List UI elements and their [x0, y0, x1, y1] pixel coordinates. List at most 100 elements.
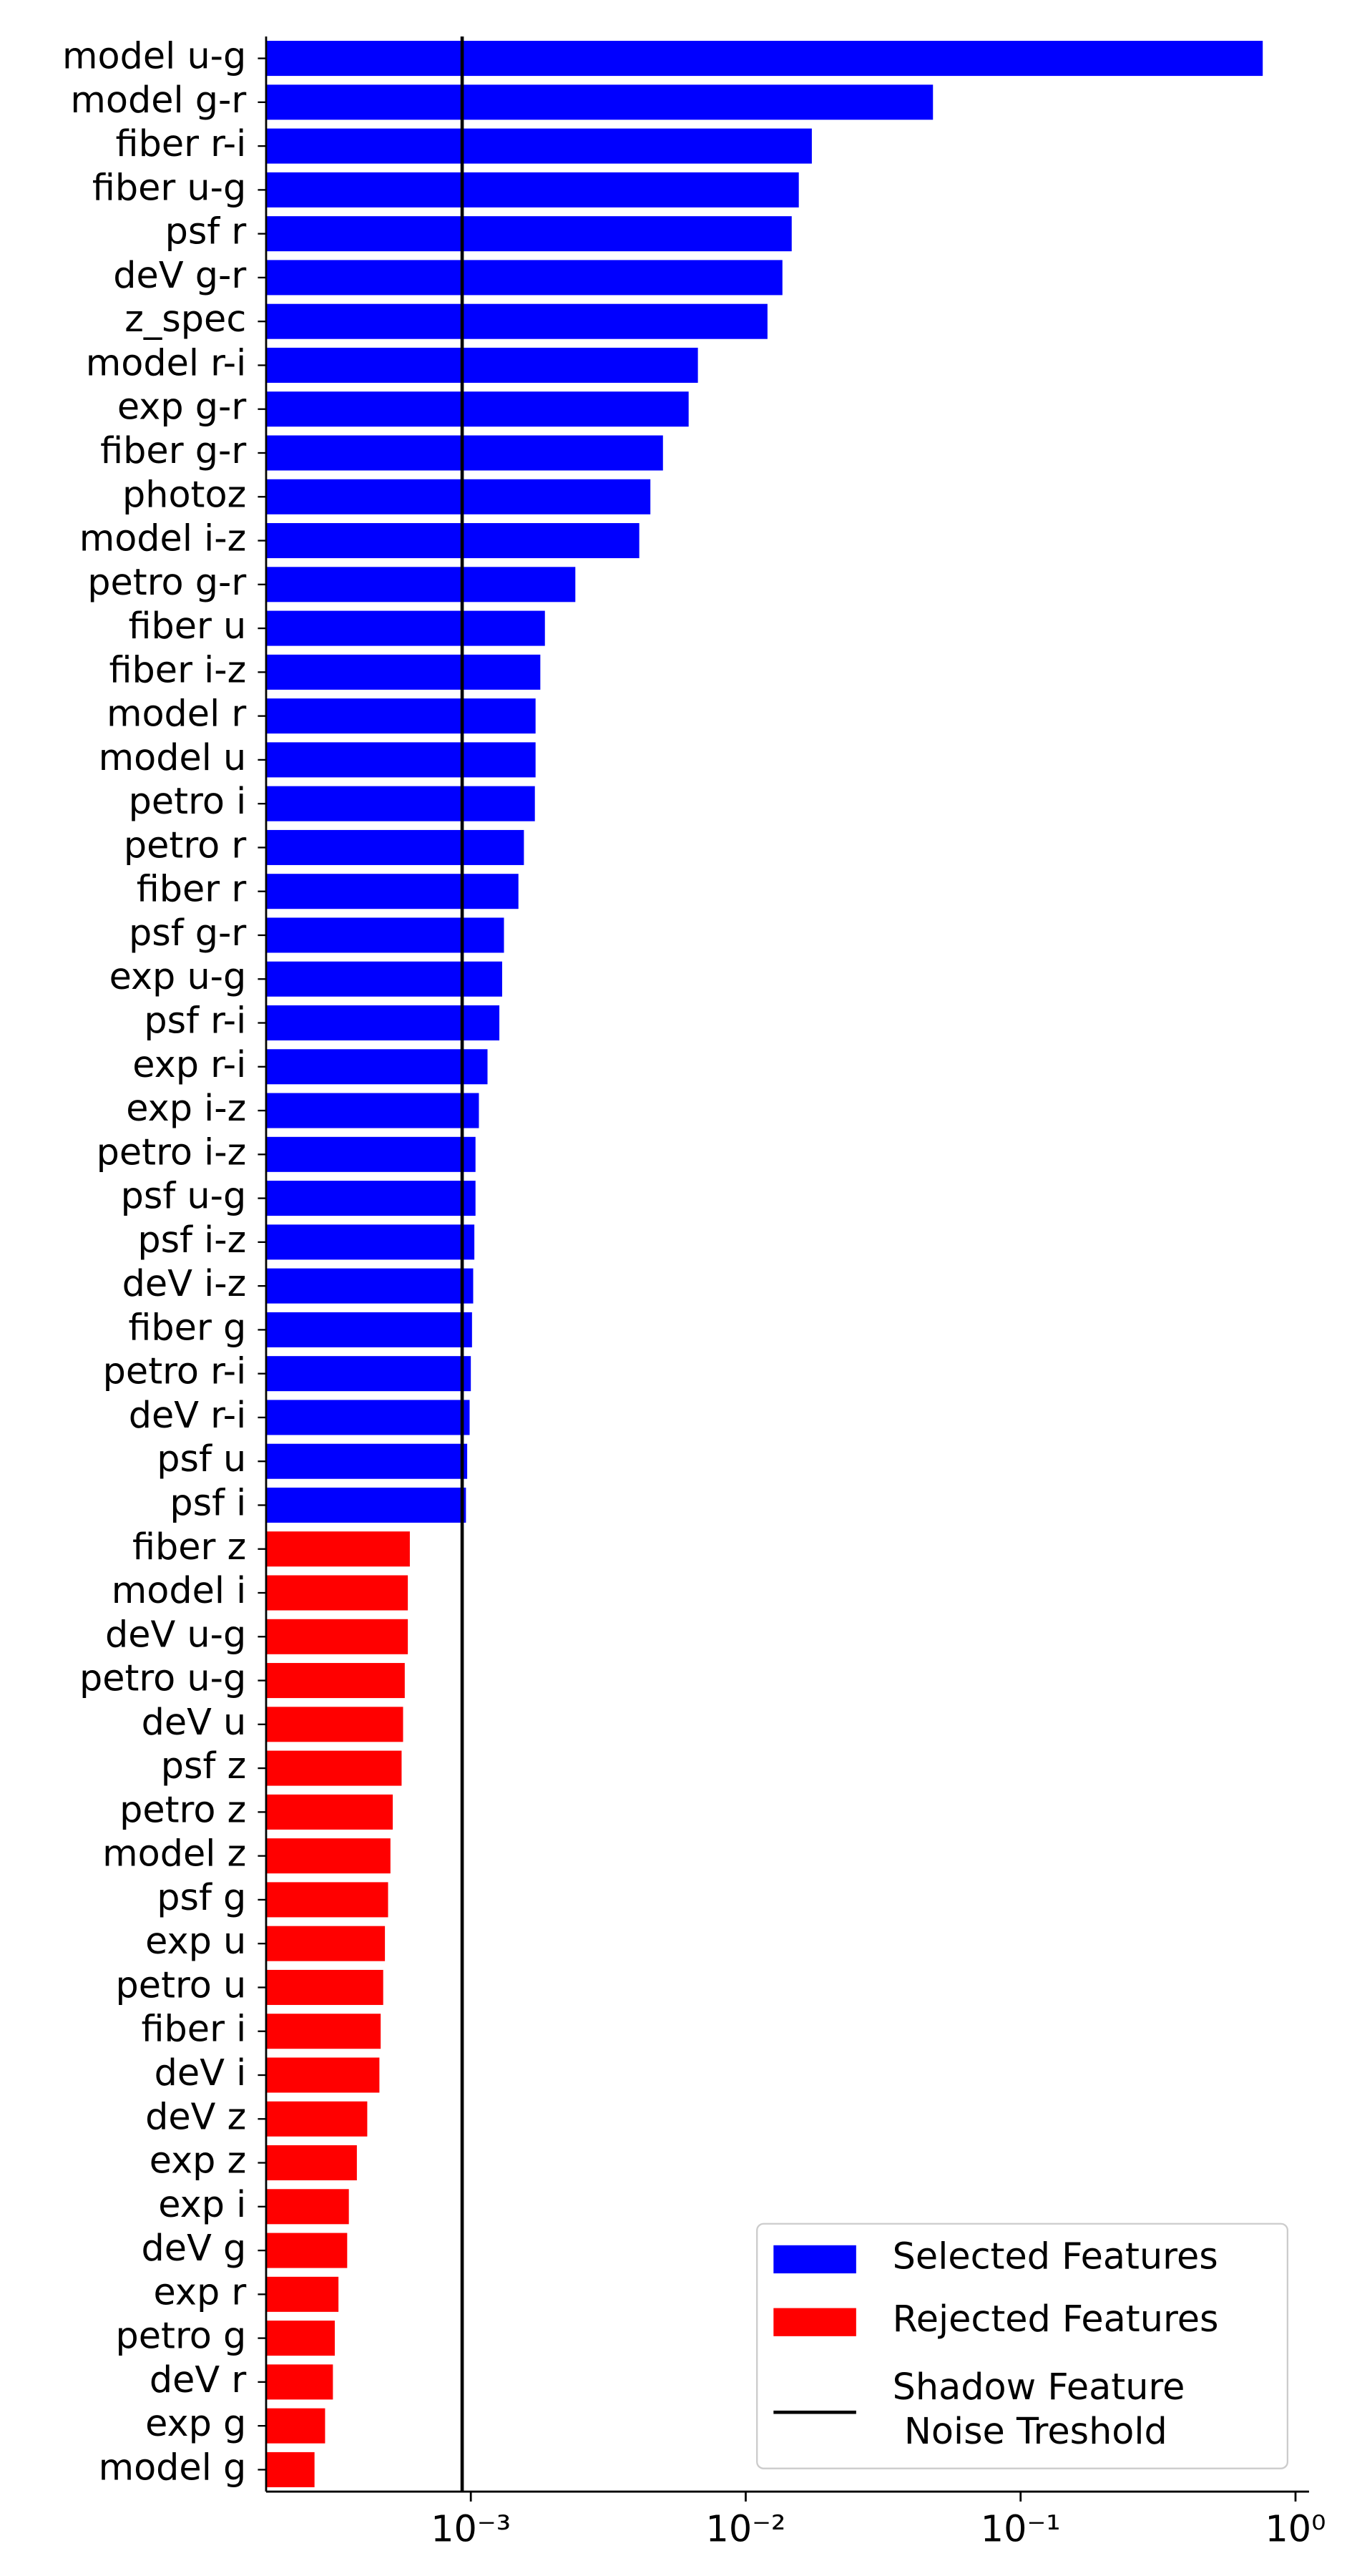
legend-label: Shadow Feature Noise Treshold — [893, 2366, 1185, 2452]
y-tick-label: psf z — [161, 1745, 246, 1787]
bar — [265, 2189, 349, 2225]
y-tick-label: photoz — [122, 473, 246, 515]
bar — [265, 172, 799, 208]
y-tick-label: deV i-z — [122, 1262, 247, 1304]
bar — [265, 2233, 348, 2268]
y-tick-label: model g — [99, 2446, 247, 2488]
bar — [265, 1575, 408, 1611]
y-tick-label: petro g — [116, 2315, 247, 2357]
y-tick-label: psf r-i — [144, 1000, 246, 1042]
bar — [265, 786, 535, 821]
y-tick-label: exp u-g — [109, 955, 247, 997]
legend-label: Selected Features — [893, 2235, 1218, 2277]
y-tick-label: psf i-z — [137, 1219, 246, 1261]
y-tick-label: exp r — [153, 2270, 246, 2313]
bar — [265, 2101, 368, 2137]
x-tick-label: 10⁰ — [1265, 2508, 1326, 2550]
bar — [265, 1531, 410, 1567]
y-tick-label: model r-i — [86, 341, 247, 384]
bar — [265, 829, 524, 865]
bar — [265, 479, 651, 514]
y-tick-label: fiber u-g — [92, 166, 246, 208]
bar — [265, 523, 640, 559]
bar — [265, 1926, 386, 1961]
bar — [265, 874, 519, 909]
y-tick-label: model u-g — [62, 35, 246, 77]
bar — [265, 1093, 479, 1128]
legend-label-line: Shadow Feature — [893, 2366, 1185, 2408]
y-tick-label: fiber z — [132, 1526, 246, 1568]
y-tick-label: deV g-r — [113, 254, 246, 296]
y-tick-label: model i-z — [79, 517, 247, 560]
y-tick-label: model z — [102, 1833, 246, 1875]
bar — [265, 260, 783, 296]
bar — [265, 1400, 470, 1435]
y-tick-label: deV i — [155, 2051, 247, 2094]
bar — [265, 1969, 383, 2005]
bar — [265, 2451, 315, 2487]
y-tick-label: fiber i-z — [109, 648, 247, 691]
bar — [265, 391, 689, 427]
y-tick-label: petro g-r — [87, 561, 246, 603]
legend-label: Rejected Features — [893, 2298, 1219, 2340]
y-tick-label: psf i — [170, 1481, 246, 1523]
bar — [265, 2057, 380, 2093]
bar — [265, 1224, 475, 1260]
bar — [265, 1750, 402, 1786]
bar — [265, 2321, 335, 2356]
y-tick-label: psf g-r — [129, 912, 246, 954]
y-tick-label: exp g — [145, 2402, 246, 2444]
bar — [265, 1487, 466, 1523]
bar — [265, 347, 698, 383]
bar — [265, 84, 934, 120]
bar — [265, 303, 768, 339]
legend-label-line: Noise Treshold — [893, 2410, 1167, 2452]
y-tick-label: fiber r — [137, 868, 247, 910]
bar — [265, 1707, 403, 1742]
y-tick-label: exp u — [145, 1920, 246, 1962]
legend: Selected Features Rejected Features Shadow… — [756, 2223, 1289, 2469]
y-tick-label: petro r-i — [103, 1350, 247, 1392]
y-tick-label: exp r-i — [132, 1043, 246, 1085]
bar — [265, 610, 545, 646]
y-tick-label: petro r — [124, 824, 246, 866]
y-tick-label: deV u-g — [105, 1613, 246, 1655]
y-tick-label: petro u-g — [79, 1657, 246, 1699]
x-tick-label: 10⁻³ — [431, 2508, 511, 2550]
bar — [265, 1838, 391, 1874]
bar — [265, 1181, 476, 1216]
legend-swatch — [773, 2308, 856, 2336]
y-tick-label: psf u-g — [121, 1175, 247, 1217]
bar — [265, 128, 812, 164]
bar — [265, 216, 792, 252]
bar — [265, 698, 536, 734]
y-tick-label: petro z — [119, 1788, 246, 1830]
bar — [265, 917, 504, 953]
bar — [265, 567, 576, 602]
y-tick-label: fiber g-r — [100, 429, 246, 472]
bar — [265, 654, 541, 690]
bar — [265, 742, 536, 778]
bar — [265, 1005, 500, 1041]
bar — [265, 2276, 339, 2312]
y-tick-label: psf r — [165, 210, 247, 253]
y-tick-label: model r — [107, 693, 246, 735]
y-tick-label: fiber i — [142, 2008, 247, 2050]
y-tick-label: exp g-r — [117, 386, 246, 428]
y-tick-label: model g-r — [70, 79, 246, 121]
y-tick-label: deV u — [142, 1701, 247, 1743]
y-tick-label: model i — [112, 1569, 247, 1611]
bar — [265, 2408, 325, 2444]
y-tick-label: deV g — [142, 2227, 247, 2269]
y-tick-label: deV r — [150, 2358, 246, 2401]
legend-swatch — [773, 2245, 856, 2274]
y-tick-label: fiber u — [128, 605, 246, 647]
y-tick-label: fiber r-i — [116, 122, 247, 165]
y-tick-label: petro i-z — [97, 1131, 247, 1173]
bar — [265, 1663, 405, 1699]
bar — [265, 2145, 357, 2181]
y-tick-label: psf g — [157, 1876, 246, 1918]
y-tick-label: fiber g — [128, 1306, 246, 1348]
